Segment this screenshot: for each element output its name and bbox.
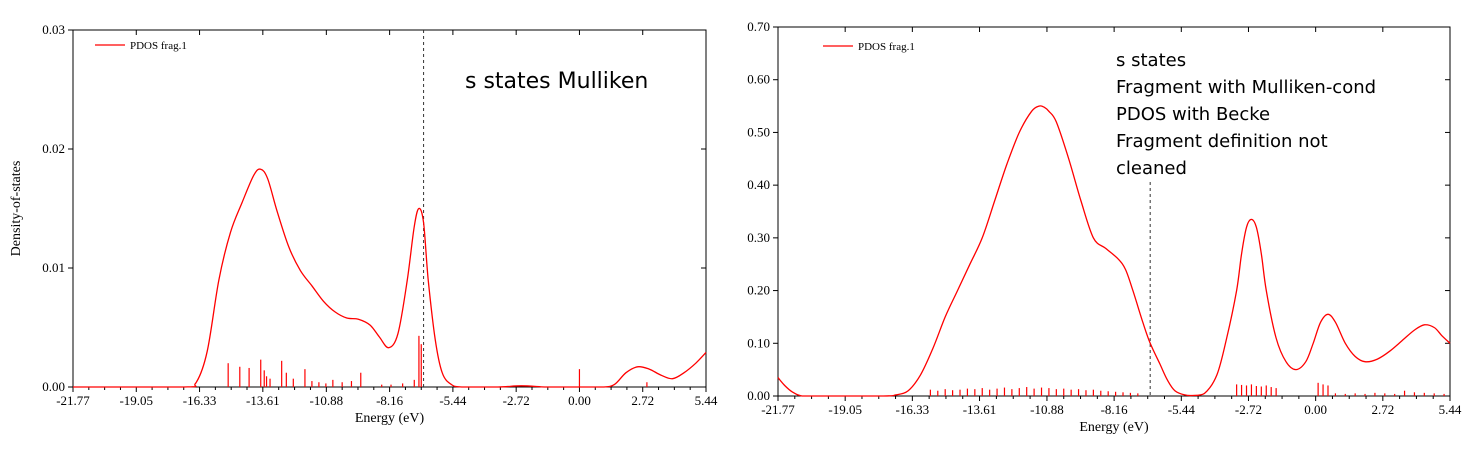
x-tick-label: 5.44: [695, 393, 718, 408]
x-tick-label: -5.44: [439, 393, 467, 408]
x-tick-label: -8.16: [1101, 402, 1129, 417]
x-tick-label: -2.72: [1235, 402, 1262, 417]
x-tick-label: -16.33: [183, 393, 217, 408]
y-tick-label: 0.40: [747, 177, 770, 192]
legend-label: PDOS frag.1: [130, 40, 187, 52]
x-tick-label: -8.16: [376, 393, 404, 408]
y-tick-label: 0.50: [747, 124, 770, 139]
y-tick-label: 0.00: [747, 388, 770, 403]
annotation-text: PDOS with Becke: [1116, 104, 1270, 125]
chart-panel-right: -21.77 -19.05 -16.33 -13.61 -10.88 -8.16 -5.44…: [728, 0, 1476, 452]
x-axis-title: Energy (eV): [355, 411, 425, 426]
pdos-chart-right: -21.77 -19.05 -16.33 -13.61 -10.88 -8.16 -5.44…: [728, 19, 1462, 435]
x-tick-label: -21.77: [761, 402, 795, 417]
y-tick-label: 0.00: [42, 379, 65, 394]
y-tick-label: 0.02: [42, 141, 65, 156]
y-tick-label: 0.03: [42, 22, 65, 37]
y-tick-label: 0.60: [747, 72, 770, 87]
pdos-chart-left: -21.77 -19.05 -16.33 -13.61 -10.88 -8.16 -5.44…: [9, 22, 718, 426]
x-tick-label: -5.44: [1168, 402, 1196, 417]
y-axis-title: Density-of-states: [728, 164, 729, 260]
x-tick-label: 0.00: [1304, 402, 1327, 417]
x-tick-label: -10.88: [310, 393, 344, 408]
annotation-text: s states: [1116, 50, 1186, 71]
y-axis-title: Density-of-states: [9, 161, 24, 257]
x-tick-label: -19.05: [119, 393, 153, 408]
series-line-pdos-frag-1: [72, 168, 707, 388]
series-line-pdos-frag-1: [777, 105, 1451, 397]
annotation-text: Fragment with Mulliken-cond: [1116, 77, 1376, 98]
legend-label: PDOS frag.1: [858, 41, 915, 53]
x-tick-label: -19.05: [828, 402, 862, 417]
x-tick-label: -2.72: [503, 393, 530, 408]
y-tick-label: 0.70: [747, 19, 770, 34]
x-axis-title: Energy (eV): [1079, 420, 1149, 435]
x-tick-label: -13.61: [246, 393, 280, 408]
annotation-text: cleaned: [1116, 158, 1187, 179]
x-tick-label: 5.44: [1439, 402, 1462, 417]
chart-panel-left: -21.77 -19.05 -16.33 -13.61 -10.88 -8.16 -5.44…: [0, 0, 725, 452]
y-tick-label: 0.30: [747, 230, 770, 245]
x-tick-label: 2.72: [1371, 402, 1394, 417]
x-tick-label: 2.72: [631, 393, 654, 408]
x-tick-label: 0.00: [568, 393, 591, 408]
y-tick-label: 0.20: [747, 283, 770, 298]
y-tick-label: 0.01: [42, 260, 65, 275]
annotation-text: Fragment definition not: [1116, 131, 1328, 152]
x-tick-label: -21.77: [56, 393, 90, 408]
y-tick-label: 0.10: [747, 335, 770, 350]
annotation-text: s states Mulliken: [465, 69, 648, 94]
x-tick-label: -10.88: [1030, 402, 1064, 417]
x-tick-label: -16.33: [896, 402, 930, 417]
x-tick-label: -13.61: [963, 402, 997, 417]
